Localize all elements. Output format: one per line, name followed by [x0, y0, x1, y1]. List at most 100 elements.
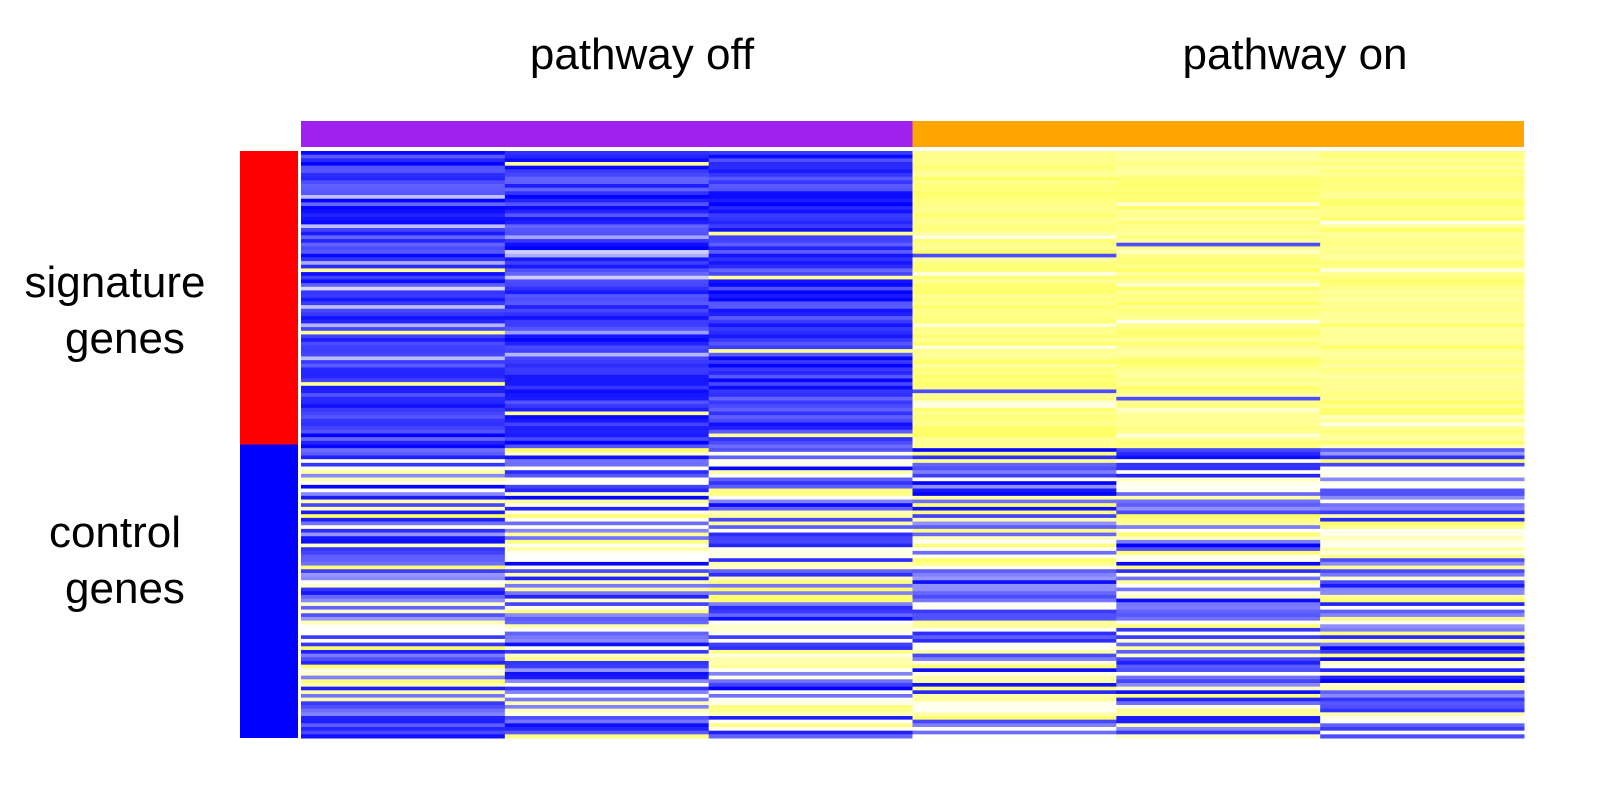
heatmap-cell [504, 558, 710, 563]
heatmap-cell [1116, 433, 1321, 438]
heatmap-cell [1320, 426, 1525, 431]
heatmap-cell [1116, 616, 1321, 622]
heatmap-cell [708, 554, 913, 559]
heatmap-cell [708, 488, 913, 493]
heatmap-cell [1320, 250, 1525, 255]
heatmap-cell [708, 495, 913, 501]
heatmap-cell [1116, 371, 1321, 376]
heatmap-cell [1320, 701, 1525, 706]
heatmap-cell [708, 528, 913, 534]
heatmap-cell [1320, 470, 1525, 475]
heatmap-cell [708, 415, 913, 420]
heatmap-cell [504, 352, 710, 357]
heatmap-cell [504, 701, 710, 706]
heatmap-cell [504, 704, 710, 710]
heatmap-cell [504, 154, 710, 159]
heatmap-cell [912, 356, 1117, 361]
heatmap-cell [1320, 730, 1525, 735]
heatmap-cell [1320, 173, 1525, 178]
heatmap-cell [1116, 598, 1321, 603]
heatmap-cell [301, 235, 506, 240]
heatmap-cell [912, 642, 1117, 647]
column-group-bar [912, 121, 1524, 147]
heatmap-cell [504, 627, 710, 633]
heatmap-cell [1320, 561, 1525, 567]
heatmap-cell [1320, 613, 1525, 618]
heatmap-cell [301, 715, 506, 721]
heatmap-cell [708, 330, 913, 335]
heatmap-cell [1116, 334, 1321, 339]
heatmap-cell [1320, 675, 1525, 680]
heatmap-cell [1116, 492, 1321, 497]
heatmap-cell [708, 726, 913, 732]
heatmap-cell [1116, 429, 1321, 434]
heatmap-cell [1116, 294, 1321, 299]
heatmap-cell [504, 316, 710, 321]
heatmap-cell [912, 250, 1117, 255]
heatmap-cell [1320, 565, 1525, 570]
heatmap-cell [912, 514, 1117, 519]
heatmap-cell [1116, 635, 1321, 640]
heatmap-cell [912, 367, 1117, 372]
heatmap-cell [708, 569, 913, 574]
heatmap-cell [504, 294, 710, 299]
heatmap-cell [1320, 704, 1525, 710]
heatmap-cell [912, 246, 1117, 251]
heatmap-cell [301, 250, 506, 255]
heatmap-cell [504, 495, 710, 501]
heatmap-cell [504, 470, 710, 475]
heatmap-cell [301, 470, 506, 475]
heatmap-cell [1320, 602, 1525, 607]
heatmap-cell [1320, 649, 1525, 655]
heatmap-cell [301, 631, 506, 636]
heatmap-cell [1116, 587, 1321, 592]
heatmap-cell [1116, 664, 1321, 669]
heatmap-cell [301, 726, 506, 732]
heatmap-cell [301, 660, 506, 666]
heatmap-cell [912, 422, 1117, 427]
heatmap-cell [504, 638, 710, 644]
heatmap-cell [1116, 378, 1321, 383]
heatmap-cell [708, 385, 913, 390]
heatmap-cell [912, 517, 1117, 523]
heatmap-cell [301, 598, 506, 603]
heatmap-cell [708, 602, 913, 607]
heatmap-cell [912, 627, 1117, 633]
heatmap-cell [1320, 151, 1525, 156]
heatmap-cell [708, 173, 913, 178]
heatmap-cell [301, 561, 506, 567]
heatmap-cell [504, 715, 710, 721]
heatmap-cell [301, 363, 506, 368]
heatmap-cell [1116, 169, 1321, 174]
heatmap-cell [708, 624, 913, 629]
heatmap-cell [1320, 352, 1525, 357]
heatmap-cell [708, 477, 913, 482]
heatmap-cell [912, 396, 1117, 401]
heatmap-cell [301, 191, 506, 196]
heatmap-cell [504, 594, 710, 600]
heatmap-cell [1116, 580, 1321, 585]
heatmap-cell [504, 191, 710, 196]
heatmap-cell [1116, 506, 1321, 512]
heatmap-cell [708, 598, 913, 603]
heatmap-cell [912, 154, 1117, 159]
heatmap-cell [708, 609, 913, 614]
heatmap-cell [912, 308, 1117, 313]
heatmap-cell [504, 444, 710, 449]
heatmap-cell [301, 327, 506, 332]
heatmap-cell [708, 536, 913, 541]
heatmap-cell [504, 635, 710, 640]
heatmap-cell [301, 514, 506, 519]
heatmap-cell [708, 631, 913, 636]
heatmap-cell [504, 697, 710, 702]
heatmap-cell [912, 286, 1117, 291]
heatmap-cell [1320, 638, 1525, 644]
heatmap-cell [1116, 690, 1321, 695]
heatmap-cell [912, 433, 1117, 438]
heatmap-cell [912, 462, 1117, 468]
heatmap-cell [1320, 367, 1525, 372]
heatmap-cell [1320, 213, 1525, 218]
heatmap-cell [504, 327, 710, 332]
heatmap-cell [912, 569, 1117, 574]
heatmap-cell [708, 484, 913, 490]
